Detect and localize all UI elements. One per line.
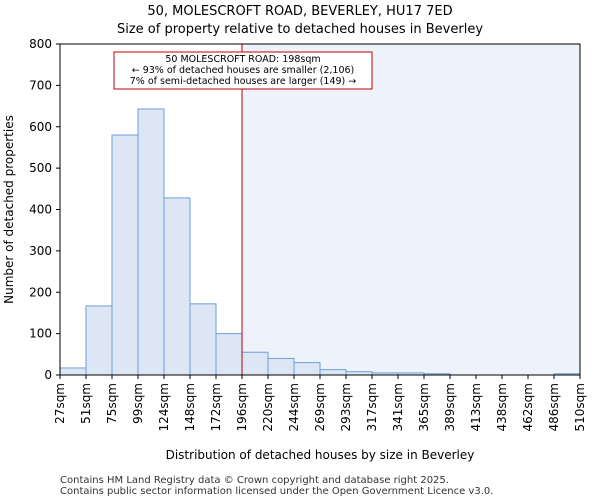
y-tick-label: 0: [44, 368, 52, 382]
annotation-line-1: 50 MOLESCROFT ROAD: 198sqm: [165, 54, 320, 65]
y-tick-label: 600: [29, 120, 52, 134]
y-axis-label: Number of detached properties: [2, 115, 16, 304]
annotation-box: 50 MOLESCROFT ROAD: 198sqm ← 93% of deta…: [113, 51, 373, 90]
x-tick-label: 124sqm: [157, 383, 171, 431]
bar: [85, 305, 113, 376]
bar: [241, 351, 269, 376]
footer-attribution-2: Contains public sector information licen…: [60, 486, 494, 497]
x-tick-label: 462sqm: [521, 383, 535, 431]
x-tick-label: 99sqm: [131, 383, 145, 424]
y-tick-label: 300: [29, 244, 52, 258]
x-tick-label: 486sqm: [547, 383, 561, 431]
x-tick-label: 341sqm: [391, 383, 405, 431]
y-tick-label: 200: [29, 285, 52, 299]
x-tick-label: 389sqm: [443, 383, 457, 431]
x-tick-label: 413sqm: [469, 383, 483, 431]
y-tick-label: 400: [29, 203, 52, 217]
x-tick-label: 75sqm: [105, 383, 119, 424]
bar: [59, 367, 87, 376]
y-tick-label: 800: [29, 37, 52, 51]
annotation-line-3: 7% of semi-detached houses are larger (1…: [130, 76, 357, 87]
bar: [111, 134, 139, 376]
y-tick-label: 500: [29, 161, 52, 175]
x-tick-label: 148sqm: [183, 383, 197, 431]
x-tick-label: 365sqm: [417, 383, 431, 431]
bar: [137, 108, 165, 376]
x-tick-label: 172sqm: [209, 383, 223, 431]
bar: [189, 303, 217, 376]
chart-title: 50, MOLESCROFT ROAD, BEVERLEY, HU17 7ED: [147, 4, 453, 19]
chart-svg: 0 100 200 300 400 500 600 700 800 27sqm 51sqm 75sqm…: [2, 37, 587, 462]
x-tick-label: 510sqm: [573, 383, 587, 431]
bar: [163, 197, 191, 376]
bar: [215, 333, 243, 376]
footer-attribution-1: Contains HM Land Registry data © Crown c…: [60, 475, 449, 486]
x-tick-label: 293sqm: [339, 383, 353, 431]
x-tick-label: 196sqm: [235, 383, 249, 431]
bar: [267, 357, 295, 376]
x-axis-label: Distribution of detached houses by size …: [166, 448, 475, 462]
y-tick-label: 100: [29, 327, 52, 341]
x-tick-label: 27sqm: [53, 383, 67, 424]
x-tick-label: 51sqm: [79, 383, 93, 424]
plot-frame: [59, 43, 581, 376]
larger-region-shade: [242, 44, 580, 375]
bar: [293, 362, 321, 376]
x-tick-label: 220sqm: [261, 383, 275, 431]
x-tick-label: 244sqm: [287, 383, 301, 431]
annotation-line-2: ← 93% of detached houses are smaller (2,…: [132, 65, 355, 76]
x-tick-label: 269sqm: [313, 383, 327, 431]
y-tick-label: 700: [29, 78, 52, 92]
chart-subtitle: Size of property relative to detached ho…: [116, 22, 484, 37]
bar: [319, 369, 347, 376]
x-tick-label: 438sqm: [495, 383, 509, 431]
x-tick-label: 317sqm: [365, 383, 379, 431]
